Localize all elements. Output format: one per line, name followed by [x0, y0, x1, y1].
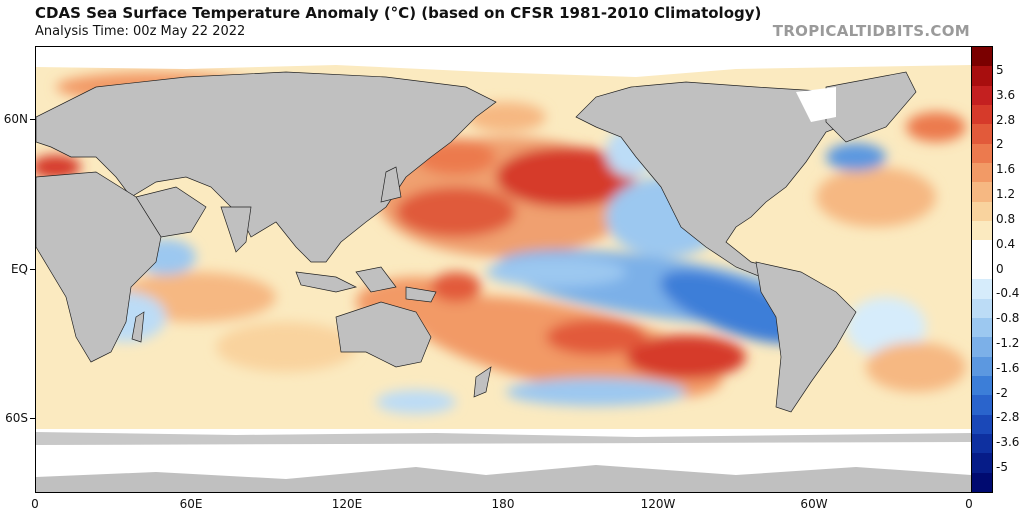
colorbar-label: 0.4: [996, 236, 1016, 251]
colorbar-segment: [972, 375, 992, 396]
colorbar-segment: [972, 105, 992, 125]
colorbar-segment: [972, 259, 992, 280]
lon-label-120e: 120E: [331, 497, 363, 511]
colorbar-segment: [972, 182, 992, 203]
analysis-time: Analysis Time: 00z May 22 2022: [35, 24, 246, 39]
antarctica: [36, 429, 971, 492]
lat-tick: [30, 269, 35, 270]
colorbar-label: 1.6: [996, 162, 1016, 177]
colorbar-segment: [972, 47, 992, 67]
colorbar-label: -2.8: [996, 410, 1020, 425]
colorbar-segment: [972, 472, 992, 493]
arctic-sea-ice: [36, 47, 971, 122]
lon-label-60w: 60W: [800, 497, 828, 511]
colorbar-label: -2: [996, 385, 1008, 400]
lat-label-60s: 60S: [5, 411, 28, 425]
colorbar-segment: [972, 433, 992, 454]
colorbar: [971, 46, 993, 493]
colorbar-segment: [972, 66, 992, 87]
sst-anomaly-map: [35, 46, 972, 493]
colorbar-segment: [972, 356, 992, 377]
colorbar-segment: [972, 163, 992, 183]
colorbar-segment: [972, 317, 992, 338]
lon-label-60e: 60E: [179, 497, 203, 511]
lon-label-180: 180: [491, 497, 515, 511]
land-masses: [36, 71, 917, 413]
lat-tick: [30, 418, 35, 419]
lat-tick: [30, 119, 35, 120]
site-credit: TROPICALTIDBITS.COM: [772, 22, 970, 40]
colorbar-segment: [972, 298, 992, 319]
lat-label-60n: 60N: [3, 112, 28, 126]
lon-label-0: 0: [31, 497, 39, 511]
colorbar-label: 3.6: [996, 87, 1016, 102]
colorbar-segment: [972, 201, 992, 222]
colorbar-label: -0.4: [996, 286, 1020, 301]
colorbar-segment: [972, 240, 992, 261]
colorbar-segment: [972, 124, 992, 145]
colorbar-label: -3.6: [996, 435, 1020, 450]
lon-label-120w: 120W: [640, 497, 676, 511]
colorbar-label: 5: [996, 63, 1004, 77]
colorbar-segment: [972, 414, 992, 435]
colorbar-label: 2.8: [996, 112, 1016, 127]
colorbar-label: -1.6: [996, 360, 1020, 375]
colorbar-segment: [972, 337, 992, 358]
colorbar-segment: [972, 395, 992, 416]
colorbar-label: -1.2: [996, 335, 1020, 350]
lat-label-eq: EQ: [10, 262, 28, 276]
colorbar-segment: [972, 453, 992, 474]
colorbar-label: 1.2: [996, 187, 1016, 202]
lon-label-0-east: 0: [965, 497, 973, 511]
colorbar-label: 0.8: [996, 211, 1016, 226]
colorbar-label: 2: [996, 137, 1004, 152]
colorbar-segment: [972, 143, 992, 164]
colorbar-label: -0.8: [996, 311, 1020, 326]
colorbar-segment: [972, 221, 992, 241]
colorbar-label: -5: [996, 460, 1008, 474]
sst-anomaly-field: [36, 72, 966, 414]
colorbar-label: 0: [996, 261, 1004, 276]
chart-title: CDAS Sea Surface Temperature Anomaly (°C…: [35, 4, 762, 22]
colorbar-segment: [972, 279, 992, 300]
colorbar-segment: [972, 85, 992, 106]
